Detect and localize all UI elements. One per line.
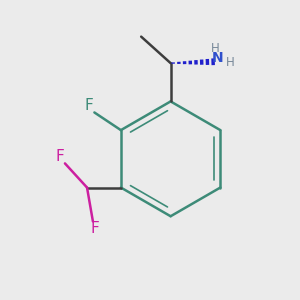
Text: F: F bbox=[90, 221, 99, 236]
Text: F: F bbox=[55, 149, 64, 164]
Text: H: H bbox=[226, 56, 235, 69]
Text: H: H bbox=[210, 42, 219, 55]
Text: N: N bbox=[212, 51, 224, 65]
Text: F: F bbox=[85, 98, 94, 112]
